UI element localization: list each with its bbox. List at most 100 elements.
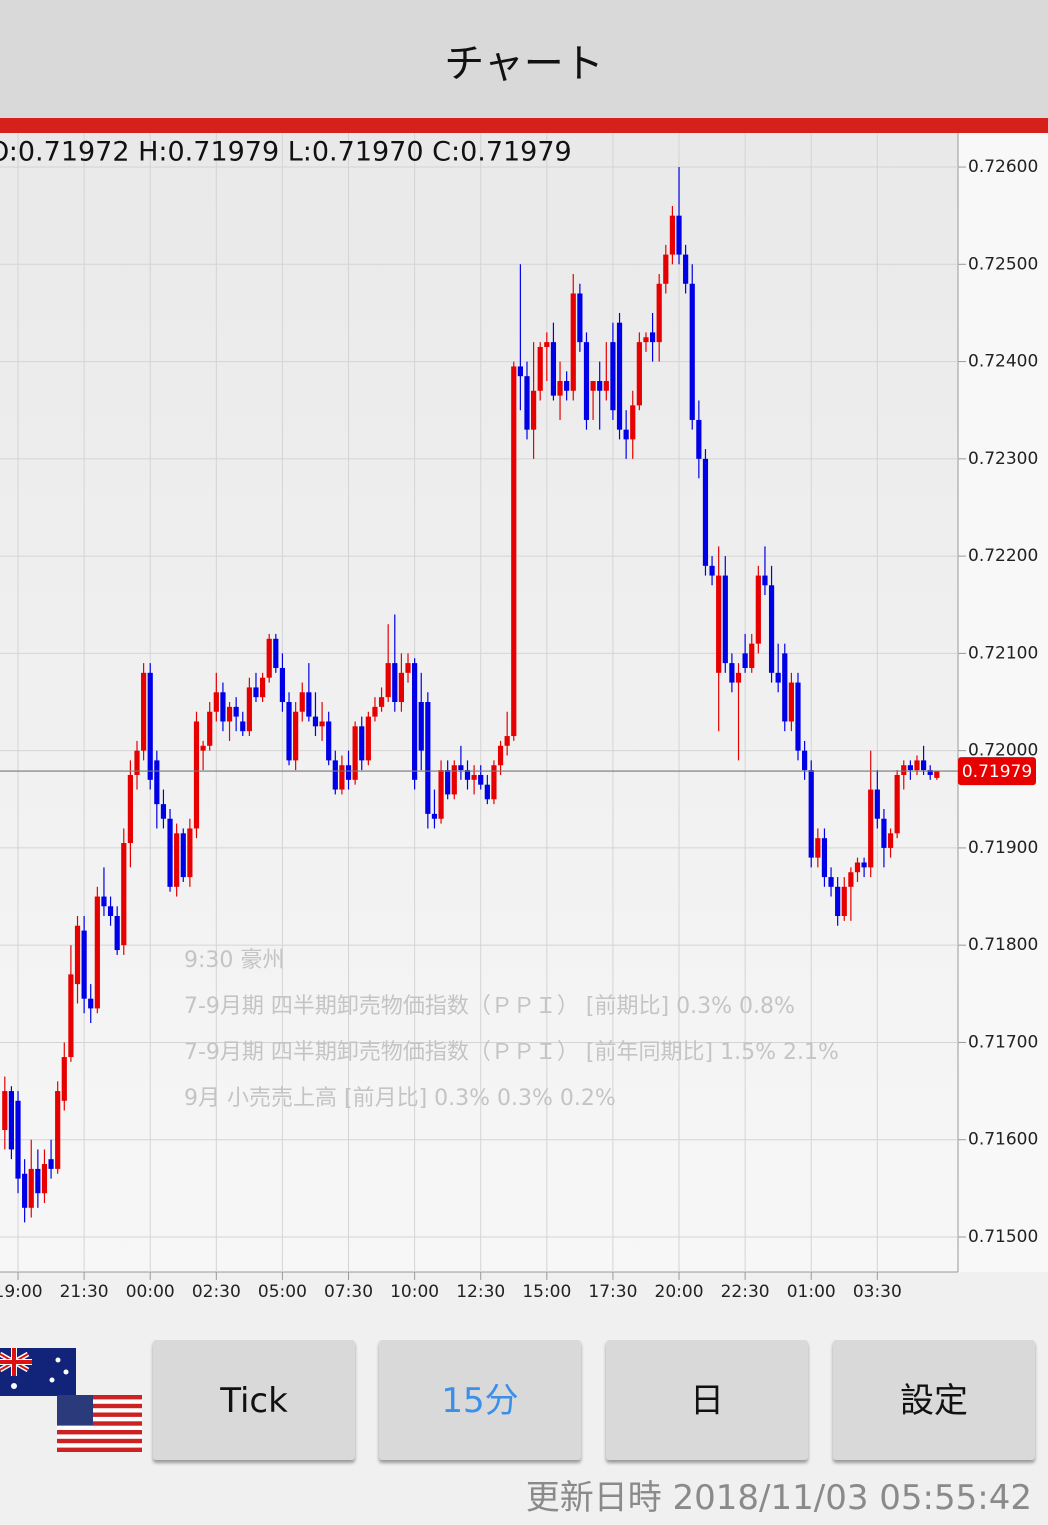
candle-body (352, 726, 358, 780)
candle-body (464, 770, 471, 780)
last-price-label: 0.71979 (962, 762, 1032, 782)
x-tick-label: 20:00 (655, 1282, 704, 1302)
candle-body (22, 1173, 28, 1208)
candle-body (425, 702, 431, 814)
candle-body (689, 283, 695, 420)
candle-body (326, 721, 332, 761)
candle-body (471, 774, 477, 780)
x-tick-label: 01:00 (787, 1282, 836, 1302)
candle-body (451, 765, 457, 795)
candle-body (48, 1159, 54, 1169)
event-annotation: 9:30 豪州 (184, 948, 284, 973)
candle-body (742, 653, 748, 668)
candle-body (74, 925, 81, 985)
candle-body (643, 337, 649, 343)
x-tick-label: 07:30 (324, 1282, 373, 1302)
candle-body (762, 575, 768, 586)
candle-body (240, 721, 246, 732)
candle-body (914, 760, 920, 771)
candle-body (577, 293, 583, 343)
candle-body (557, 381, 563, 396)
candle-body (735, 672, 742, 683)
candle-body (722, 575, 728, 664)
candle-body (299, 692, 305, 712)
y-tick-label: 0.72200 (968, 546, 1038, 566)
candle-body (81, 930, 87, 999)
candle-body (894, 774, 900, 834)
event-annotation: 7-9月期 四半期卸売物価指数（ＰＰＩ） [前期比] 0.3% 0.8% (184, 994, 795, 1019)
candle-body (233, 706, 239, 717)
candle-body (431, 813, 438, 819)
candle-body (127, 774, 133, 844)
price-axis-area (958, 133, 1048, 1272)
x-tick-label: 05:00 (258, 1282, 307, 1302)
candle-body (458, 765, 464, 771)
candle-body (246, 687, 252, 732)
candle-body (392, 663, 398, 703)
x-tick-label: 22:30 (721, 1282, 770, 1302)
candle-body (114, 916, 120, 951)
candle-body (583, 342, 590, 420)
candle-body (253, 687, 259, 698)
candle-body (768, 585, 775, 673)
candle-body (438, 770, 444, 819)
candle-body (332, 760, 338, 790)
candle-body (28, 1168, 34, 1208)
candle-body (524, 376, 530, 430)
y-tick-label: 0.72000 (968, 741, 1038, 761)
candle-body (808, 770, 814, 858)
candle-body (101, 896, 107, 907)
y-tick-label: 0.71500 (968, 1227, 1038, 1247)
candle-body (141, 672, 147, 751)
timeframe-button[interactable]: 設定 (833, 1340, 1035, 1460)
candle-body (669, 215, 676, 255)
candle-body (788, 682, 794, 722)
candle-body (828, 877, 834, 887)
candle-body (154, 760, 160, 805)
candle-body (570, 293, 576, 391)
candle-body (610, 342, 616, 411)
timeframe-button[interactable]: Tick (153, 1340, 355, 1460)
candle-body (68, 974, 74, 1058)
candle-body (709, 565, 715, 576)
x-tick-label: 00:00 (126, 1282, 175, 1302)
candle-body (656, 283, 662, 343)
timeframe-button[interactable]: 日 (606, 1340, 808, 1460)
event-annotation: 7-9月期 四半期卸売物価指数（ＰＰＩ） [前年同期比] 1.5% 2.1% (184, 1040, 839, 1065)
candle-body (293, 711, 299, 761)
candle-body (544, 342, 550, 347)
candle-body (874, 789, 880, 819)
candle-body (729, 663, 735, 683)
candle-body (107, 906, 114, 917)
candle-body (676, 215, 682, 255)
candle-body (385, 663, 391, 698)
candle-body (881, 818, 887, 848)
candle-body (226, 706, 233, 722)
last-price-tag (958, 757, 1036, 786)
candle-body (174, 833, 180, 887)
candle-body (927, 770, 933, 775)
x-tick-label: 15:00 (522, 1282, 571, 1302)
candle-body (775, 672, 781, 683)
currency-pair-icon (0, 1348, 142, 1452)
candle-body (405, 663, 411, 673)
ohlc-readout: O:0.71972 H:0.71979 L:0.71970 C:0.71979 (0, 137, 572, 168)
app-bar: チャート (0, 0, 1048, 118)
candle-body (94, 896, 100, 1009)
candle-body (597, 381, 603, 391)
candle-body (180, 833, 186, 878)
y-tick-label: 0.72500 (968, 254, 1038, 274)
y-tick-label: 0.72100 (968, 643, 1038, 663)
candle-body (359, 726, 365, 761)
candle-body (815, 838, 821, 858)
app-title: チャート (444, 41, 604, 87)
updated-time: 更新日時 2018/11/03 05:55:42 (525, 1478, 1032, 1518)
candle-body (378, 697, 385, 707)
candle-body (187, 828, 193, 878)
candle-body (286, 702, 292, 761)
candle-body (220, 692, 226, 722)
timeframe-button[interactable]: 15分 (379, 1340, 581, 1460)
candle-body (88, 998, 94, 1009)
candle-body (603, 381, 609, 391)
